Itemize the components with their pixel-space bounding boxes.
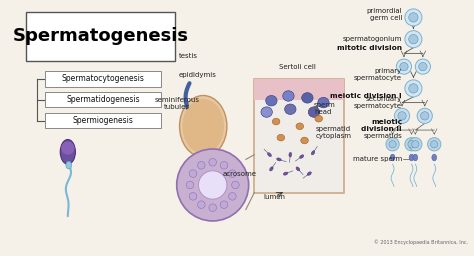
Text: primary
spermatocyte: primary spermatocyte [354, 68, 402, 81]
Text: testis: testis [179, 53, 198, 59]
Ellipse shape [413, 154, 418, 161]
Circle shape [209, 204, 217, 211]
Circle shape [428, 138, 441, 151]
Circle shape [408, 141, 415, 148]
Circle shape [232, 181, 239, 189]
Circle shape [411, 141, 419, 148]
Circle shape [228, 170, 236, 177]
Text: meiotic
division II: meiotic division II [361, 119, 402, 132]
Ellipse shape [180, 95, 227, 157]
Text: mitotic division: mitotic division [337, 45, 402, 51]
Ellipse shape [273, 118, 280, 125]
FancyBboxPatch shape [26, 12, 175, 61]
Circle shape [405, 31, 422, 48]
Text: lumen: lumen [263, 194, 285, 200]
Text: Sertoli cell: Sertoli cell [279, 65, 316, 70]
Circle shape [400, 62, 408, 71]
Circle shape [405, 138, 418, 151]
Circle shape [409, 84, 418, 93]
Ellipse shape [60, 140, 75, 164]
Circle shape [394, 108, 410, 123]
Circle shape [189, 193, 197, 200]
Bar [255, 79, 344, 193]
Text: spermatids: spermatids [363, 133, 402, 139]
Ellipse shape [296, 123, 303, 130]
Ellipse shape [318, 97, 329, 108]
Circle shape [228, 193, 236, 200]
Circle shape [198, 162, 205, 169]
Text: meiotic division I: meiotic division I [330, 93, 402, 99]
Circle shape [220, 201, 228, 208]
Bar [255, 79, 344, 100]
Circle shape [409, 138, 422, 151]
Circle shape [398, 112, 406, 120]
Circle shape [189, 170, 197, 177]
Ellipse shape [283, 172, 288, 175]
Circle shape [405, 9, 422, 26]
Circle shape [409, 13, 418, 22]
Text: epididymis: epididymis [179, 72, 217, 78]
Text: primordial
germ cell: primordial germ cell [366, 8, 402, 21]
Ellipse shape [307, 172, 311, 175]
Text: sperm
head: sperm head [314, 102, 336, 115]
FancyArrowPatch shape [185, 83, 194, 117]
Circle shape [177, 149, 249, 221]
Text: acrosome: acrosome [222, 170, 256, 176]
Circle shape [405, 80, 422, 97]
FancyBboxPatch shape [45, 71, 161, 87]
Circle shape [420, 112, 429, 120]
Ellipse shape [308, 107, 319, 117]
Ellipse shape [300, 155, 304, 158]
Ellipse shape [289, 152, 292, 157]
Circle shape [220, 162, 228, 169]
Text: Spermatogenesis: Spermatogenesis [13, 27, 189, 45]
Ellipse shape [61, 141, 74, 155]
Ellipse shape [261, 107, 273, 117]
Ellipse shape [277, 134, 285, 141]
Circle shape [396, 59, 411, 74]
Ellipse shape [432, 154, 437, 161]
Ellipse shape [283, 91, 294, 101]
Circle shape [198, 201, 205, 208]
Text: seminiferous
tubules: seminiferous tubules [154, 97, 199, 110]
Circle shape [199, 171, 227, 199]
Circle shape [430, 141, 438, 148]
Text: © 2013 Encyclopaedia Britannica, Inc.: © 2013 Encyclopaedia Britannica, Inc. [374, 239, 468, 245]
Ellipse shape [296, 167, 300, 171]
Text: secondary
spermatocyte: secondary spermatocyte [354, 96, 402, 109]
Ellipse shape [409, 154, 414, 161]
Ellipse shape [301, 93, 313, 103]
Circle shape [417, 108, 432, 123]
Text: mature sperm: mature sperm [353, 156, 402, 162]
Circle shape [389, 141, 396, 148]
Ellipse shape [277, 158, 281, 161]
FancyBboxPatch shape [45, 92, 161, 107]
Ellipse shape [311, 151, 315, 155]
Circle shape [386, 138, 399, 151]
Text: Spermatidogenesis: Spermatidogenesis [66, 95, 140, 104]
Ellipse shape [301, 137, 308, 144]
Ellipse shape [266, 95, 277, 106]
Ellipse shape [270, 167, 273, 171]
Text: spermatid
cytoplasm: spermatid cytoplasm [316, 126, 352, 139]
FancyBboxPatch shape [45, 113, 161, 128]
Circle shape [419, 62, 427, 71]
Circle shape [409, 35, 418, 44]
Text: Spermiogenesis: Spermiogenesis [73, 116, 133, 125]
Text: spermatogonium: spermatogonium [343, 36, 402, 42]
Ellipse shape [315, 115, 322, 122]
Ellipse shape [182, 99, 224, 154]
Ellipse shape [267, 153, 272, 157]
Text: Spermatocytogenesis: Spermatocytogenesis [62, 74, 144, 83]
Ellipse shape [285, 104, 296, 114]
Circle shape [415, 59, 430, 74]
Circle shape [186, 181, 194, 189]
Circle shape [209, 158, 217, 166]
Ellipse shape [66, 161, 72, 169]
Ellipse shape [390, 154, 395, 161]
